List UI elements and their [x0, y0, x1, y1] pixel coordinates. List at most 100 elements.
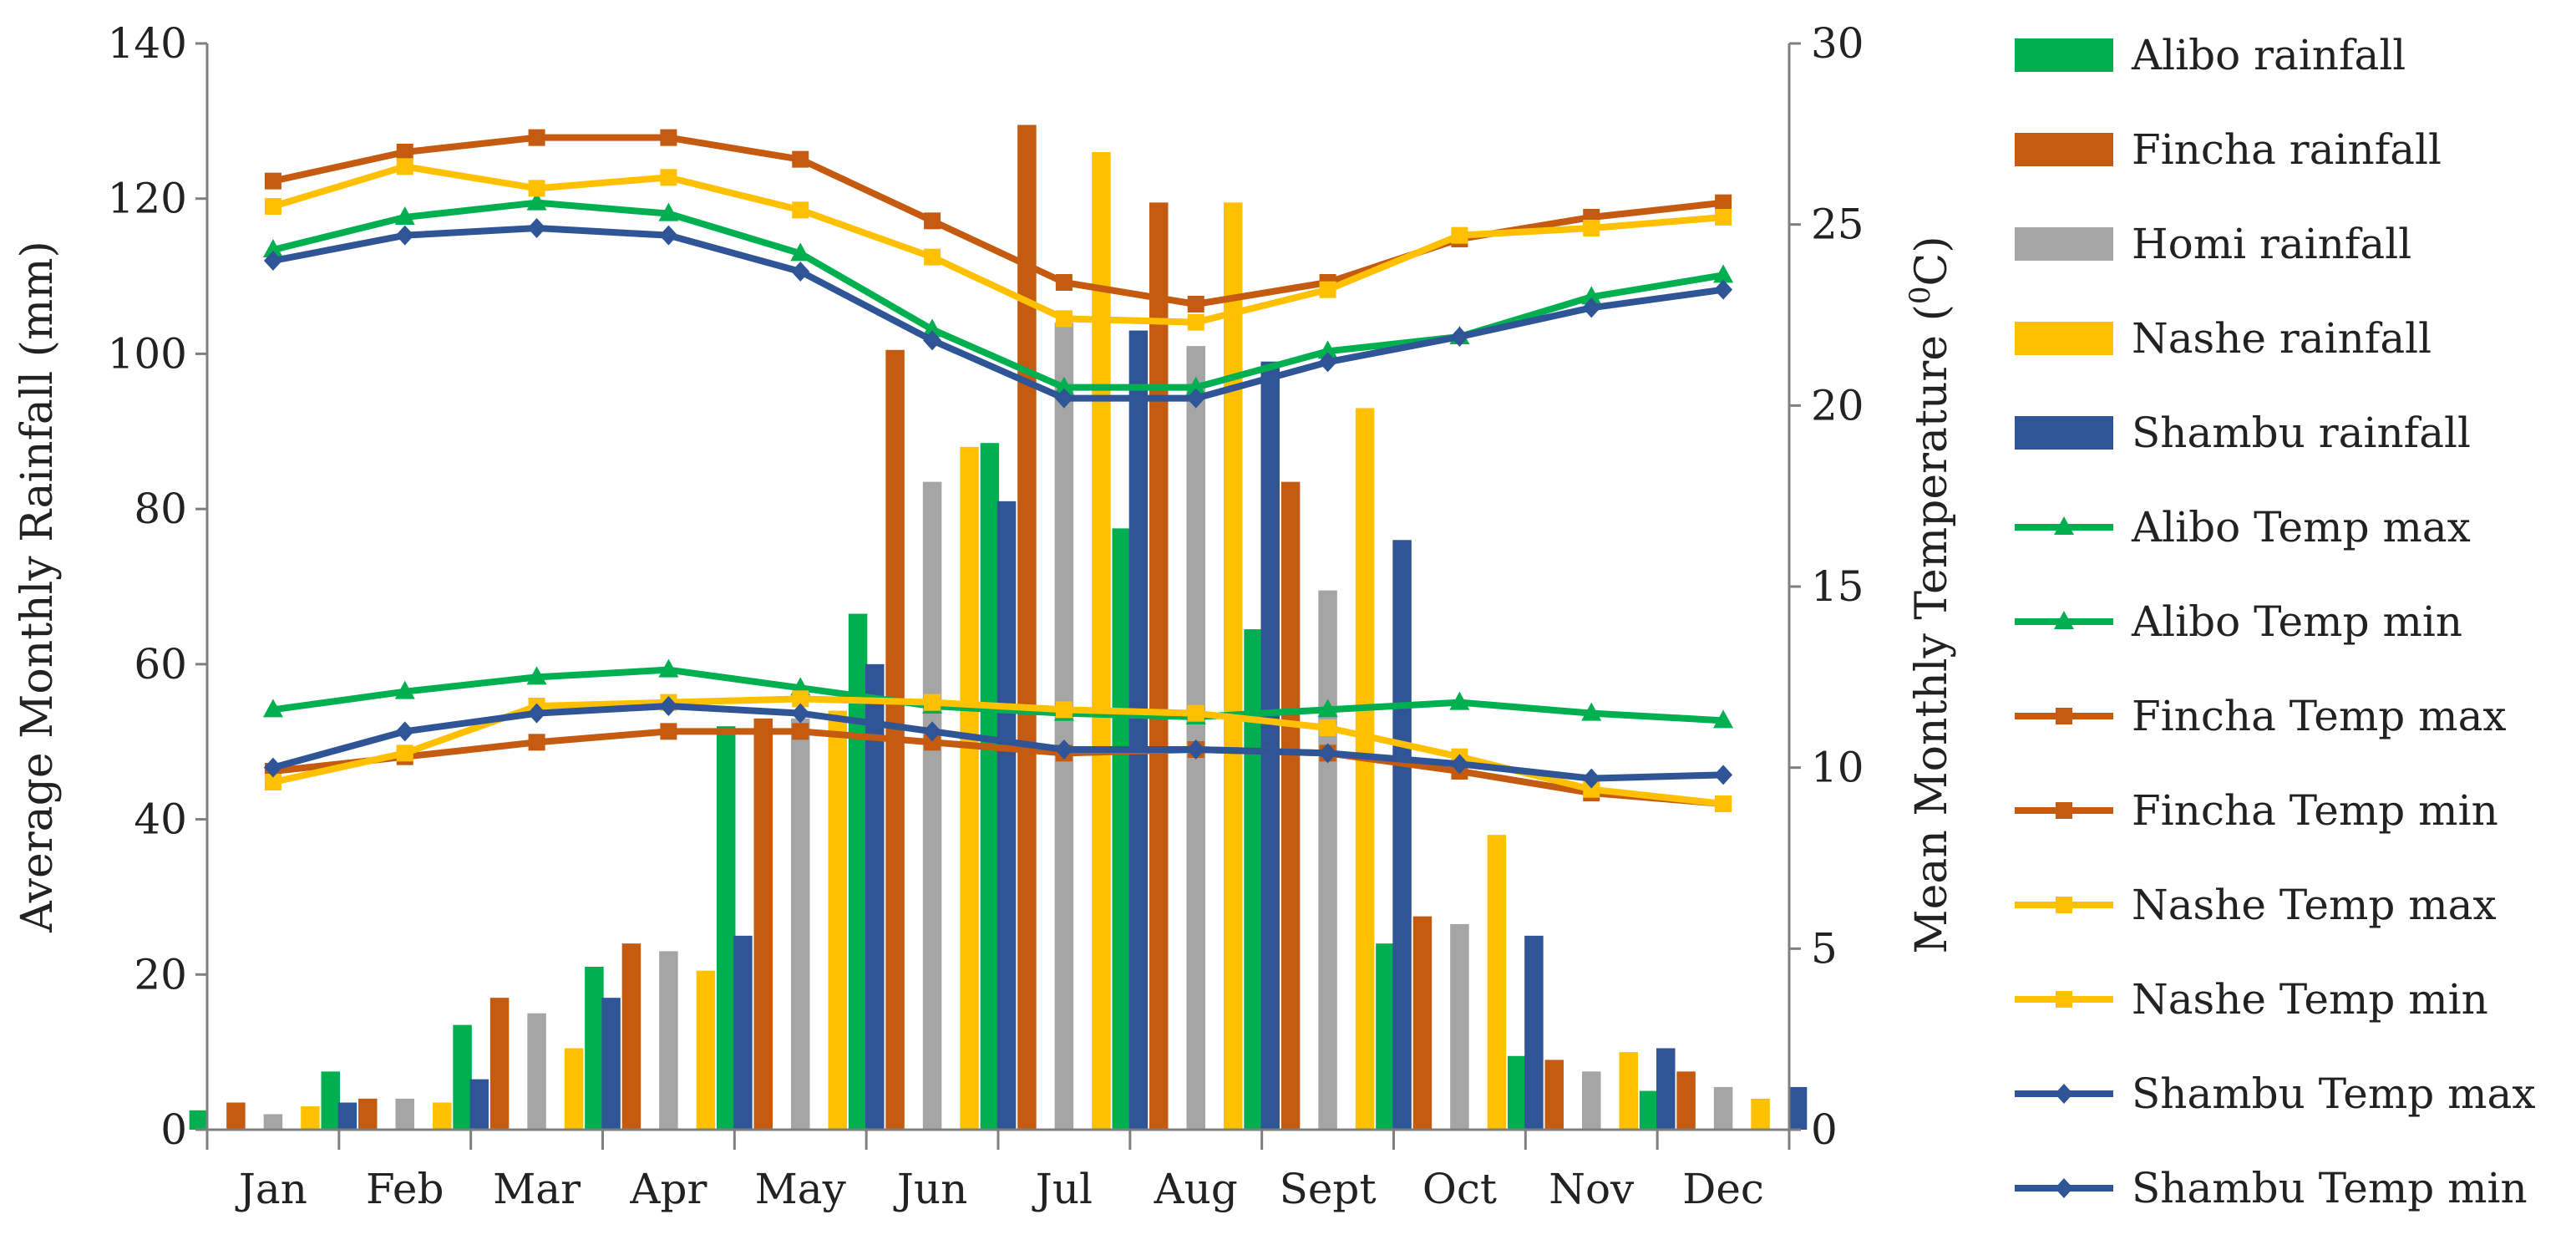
legend-label-fincha-temp-max: Fincha Temp max [2132, 692, 2507, 740]
point-alibo-temp-min-dec [1713, 709, 1734, 729]
point-alibo-temp-min-apr [658, 658, 679, 678]
legend-label-fincha-rainfall: Fincha rainfall [2132, 125, 2442, 174]
right-tick-label: 0 [1811, 1105, 1838, 1154]
bar-shambu-rainfall-oct [1524, 935, 1544, 1130]
point-fincha-temp-max-feb [396, 144, 413, 160]
point-alibo-temp-max-sept [1317, 340, 1338, 359]
point-shambu-temp-min-sept [1318, 743, 1337, 764]
point-alibo-temp-max-may [790, 242, 811, 262]
point-nashe-temp-min-feb [396, 744, 413, 762]
legend-swatch-shambu-rainfall [2015, 416, 2113, 450]
axes-group [195, 42, 1801, 1150]
bar-fincha-rainfall-dec [1676, 1071, 1696, 1130]
point-shambu-temp-min-feb [395, 721, 414, 742]
bar-alibo-rainfall-nov [1508, 1055, 1527, 1130]
x-tick-label-jan: Jan [235, 1165, 307, 1213]
point-shambu-temp-min-apr [659, 696, 678, 716]
point-shambu-temp-min-aug [1186, 739, 1205, 760]
point-shambu-temp-max-aug [1186, 388, 1205, 409]
left-tick-label: 80 [134, 485, 187, 533]
legend-label-nashe-temp-min: Nashe Temp min [2132, 975, 2488, 1024]
point-fincha-temp-max-dec [1715, 194, 1732, 211]
point-fincha-temp-max-mar [528, 129, 545, 146]
bar-shambu-rainfall-jun [996, 501, 1017, 1130]
point-shambu-temp-max-sept [1318, 352, 1337, 373]
bar-fincha-rainfall-nov [1544, 1060, 1564, 1130]
x-tick-label-jul: Jul [1032, 1165, 1093, 1213]
point-fincha-temp-min-apr [660, 723, 677, 740]
left-tick-label: 100 [108, 329, 187, 378]
right-axis-title-end: C) [1907, 236, 1957, 286]
point-shambu-temp-min-jan [263, 757, 282, 778]
legend-marker-fincha-temp-min [2056, 802, 2072, 819]
point-nashe-temp-max-aug [1187, 313, 1204, 331]
legend-swatch-nashe-rainfall [2015, 322, 2113, 355]
bar-shambu-rainfall-aug [1260, 361, 1280, 1130]
point-alibo-temp-max-feb [394, 206, 415, 225]
legend-swatch-alibo-rainfall [2015, 38, 2113, 72]
point-alibo-temp-max-aug [1185, 376, 1206, 395]
bar-shambu-rainfall-jul [1128, 330, 1149, 1131]
point-alibo-temp-min-oct [1449, 691, 1470, 710]
point-alibo-temp-min-jan [262, 699, 283, 718]
point-shambu-temp-max-dec [1714, 279, 1733, 300]
right-tick-label: 5 [1811, 924, 1838, 973]
right-tick-label: 25 [1811, 201, 1864, 249]
left-tick-label: 0 [160, 1105, 187, 1154]
bar-fincha-rainfall-mar [489, 998, 510, 1130]
legend-marker-nashe-temp-max [2056, 897, 2072, 913]
x-tick-label-may: May [755, 1165, 847, 1213]
bar-shambu-rainfall-nov [1656, 1048, 1676, 1130]
point-nashe-temp-min-jan [264, 774, 281, 790]
legend-label-alibo-temp-max: Alibo Temp max [2131, 503, 2471, 551]
point-shambu-temp-max-may [791, 262, 810, 282]
left-tick-label: 60 [134, 640, 187, 689]
point-nashe-temp-max-feb [396, 158, 413, 175]
point-shambu-temp-min-jul [1054, 739, 1073, 760]
left-tick-label: 20 [134, 950, 187, 999]
legend-marker-fincha-temp-max [2056, 708, 2072, 724]
bars-group [189, 124, 1808, 1131]
line-nashe-temp-max [271, 163, 1724, 326]
bar-fincha-rainfall-aug [1149, 202, 1169, 1130]
bar-fincha-rainfall-feb [358, 1098, 378, 1130]
line-fincha-temp-max [272, 134, 1724, 307]
point-nashe-temp-max-jun [924, 248, 941, 266]
bar-alibo-rainfall-jun [848, 613, 868, 1130]
lines-group [262, 129, 1734, 812]
point-shambu-temp-min-jun [923, 721, 942, 742]
point-nashe-temp-max-dec [1715, 209, 1732, 226]
right-axis-title-superscript: 0 [1904, 286, 1937, 304]
point-nashe-temp-min-jul [1055, 701, 1072, 719]
x-tick-label-mar: Mar [493, 1165, 581, 1213]
bar-fincha-rainfall-jan [226, 1102, 246, 1130]
legend: Alibo rainfall Fincha rainfall Homi rainfa… [2015, 31, 2536, 1212]
right-axis-title: Mean Monthly Temperature (0C) [1904, 236, 1957, 953]
bar-homi-rainfall-apr [659, 951, 678, 1130]
bar-fincha-rainfall-jul [1017, 124, 1037, 1130]
bar-shambu-rainfall-sept [1392, 540, 1412, 1130]
bar-nashe-rainfall-apr [696, 970, 716, 1130]
bar-nashe-rainfall-mar [564, 1048, 584, 1130]
right-tick-label: 20 [1811, 381, 1864, 429]
bar-nashe-rainfall-nov [1619, 1052, 1638, 1130]
point-alibo-temp-max-nov [1581, 286, 1602, 305]
point-shambu-temp-min-dec [1714, 765, 1733, 785]
point-shambu-temp-max-jun [923, 330, 942, 351]
legend-swatch-fincha-rainfall [2015, 133, 2113, 166]
bar-fincha-rainfall-may [753, 718, 773, 1130]
point-nashe-temp-max-sept [1319, 281, 1336, 298]
point-shambu-temp-max-jul [1054, 388, 1073, 409]
point-fincha-temp-max-aug [1187, 296, 1204, 313]
point-fincha-temp-max-may [792, 150, 809, 168]
bar-fincha-rainfall-apr [621, 943, 641, 1130]
bar-shambu-rainfall-may [865, 663, 885, 1130]
legend-swatch-homi-rainfall [2015, 227, 2113, 261]
point-shambu-temp-max-mar [527, 218, 546, 238]
point-alibo-temp-max-jun [922, 318, 943, 338]
left-axis-title: Average Monthly Rainfall (mm) [13, 241, 63, 933]
legend-label-shambu-temp-min: Shambu Temp min [2132, 1164, 2528, 1212]
point-fincha-temp-max-jun [924, 212, 941, 230]
x-tick-label-dec: Dec [1682, 1165, 1764, 1213]
